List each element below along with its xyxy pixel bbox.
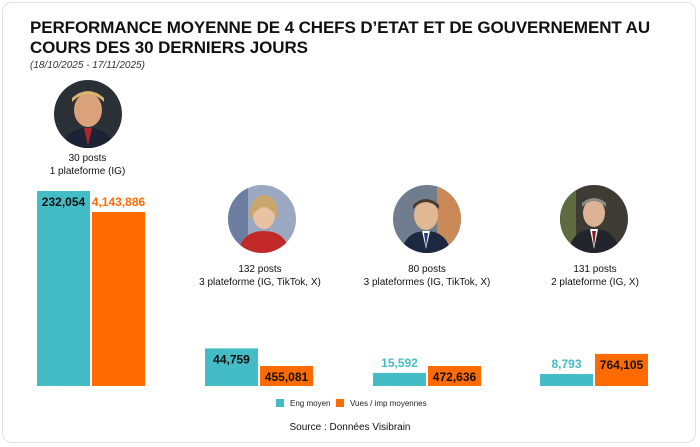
leader-2-platforms: 3 plateforme (IG, TikTok, X) — [199, 277, 321, 288]
data-label-eng-4: 8,793 — [551, 357, 581, 371]
bar-views-1 — [92, 212, 145, 386]
leader-3-platforms: 3 plateformes (IG, TikTok, X) — [363, 277, 491, 288]
leader-1-avatar — [54, 80, 122, 148]
leader-4-avatar — [560, 185, 628, 253]
data-label-views-4: 764,105 — [600, 358, 644, 372]
leader-3-info: 80 posts 3 plateformes (IG, TikTok, X) — [327, 263, 527, 289]
data-label-eng-2: 44,759 — [213, 352, 250, 366]
leader-4-posts: 131 posts — [573, 264, 617, 275]
bar-views-4 — [595, 353, 648, 386]
data-label-views-2: 455,081 — [265, 370, 309, 384]
card-frame — [2, 2, 696, 443]
leader-3-posts: 80 posts — [408, 264, 446, 275]
bar-views-2 — [260, 366, 313, 386]
bar-eng-1 — [37, 191, 90, 386]
legend-swatch-teal — [276, 399, 284, 407]
legend-label-views: Vues / imp moyennes — [350, 399, 427, 408]
legend-swatch-orange — [336, 399, 344, 407]
legend-item-views: Vues / imp moyennes — [336, 399, 427, 408]
leader-2-posts: 132 posts — [238, 264, 282, 275]
portrait-photo-icon — [54, 80, 122, 148]
bar-eng-3 — [373, 372, 426, 386]
portrait-photo-icon — [560, 185, 628, 253]
leader-4-platforms: 2 plateforme (IG, X) — [551, 277, 639, 288]
leader-1-info: 30 posts 1 plateforme (IG) — [0, 152, 175, 178]
legend-label-eng: Eng moyen — [290, 399, 331, 408]
bar-eng-2 — [205, 348, 258, 386]
bar-views-3 — [428, 366, 481, 386]
data-label-eng-1: 232,054 — [42, 195, 86, 209]
data-label-views-3: 472,636 — [433, 370, 477, 384]
leader-2-avatar — [228, 185, 296, 253]
leader-4-info: 131 posts 2 plateforme (IG, X) — [495, 263, 695, 289]
leader-2-info: 132 posts 3 plateforme (IG, TikTok, X) — [160, 263, 360, 289]
data-label-views-1: 4,143,886 — [92, 195, 146, 209]
source-note: Source : Données Visibrain — [289, 422, 411, 433]
leader-1-posts: 30 posts — [68, 153, 107, 164]
chart-title: PERFORMANCE MOYENNE DE 4 CHEFS D’ETAT ET… — [30, 18, 650, 57]
date-range: (18/10/2025 - 17/11/2025) — [30, 60, 145, 71]
bar-eng-4 — [540, 374, 593, 386]
leader-1-platforms: 1 plateforme (IG) — [49, 166, 126, 177]
portrait-photo-icon — [228, 185, 296, 253]
legend-item-eng: Eng moyen — [276, 399, 330, 408]
data-label-eng-3: 15,592 — [381, 356, 418, 370]
